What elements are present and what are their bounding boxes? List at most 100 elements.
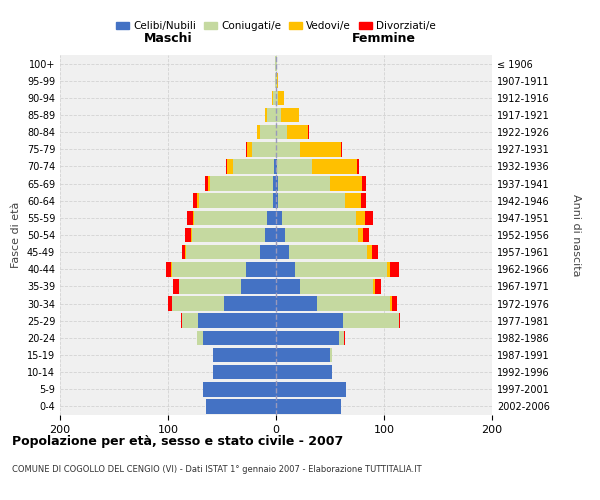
Bar: [192, 228, 265, 242]
Bar: [300, 142, 341, 156]
Bar: [276, 176, 278, 191]
Bar: [247, 142, 252, 156]
Bar: [203, 382, 276, 396]
Bar: [345, 194, 361, 208]
Bar: [399, 314, 400, 328]
Bar: [273, 90, 276, 105]
Bar: [276, 108, 281, 122]
Bar: [193, 210, 194, 225]
Bar: [361, 194, 365, 208]
Bar: [273, 176, 276, 191]
Bar: [341, 142, 342, 156]
Bar: [278, 90, 284, 105]
Bar: [300, 279, 373, 293]
Bar: [289, 245, 367, 260]
Bar: [275, 56, 276, 71]
Bar: [241, 279, 276, 293]
Bar: [187, 245, 260, 260]
Bar: [330, 348, 332, 362]
Bar: [356, 210, 365, 225]
Bar: [227, 159, 233, 174]
Bar: [185, 245, 187, 260]
Bar: [276, 296, 317, 311]
Bar: [276, 56, 277, 71]
Bar: [276, 159, 277, 174]
Bar: [287, 125, 308, 140]
Bar: [276, 382, 346, 396]
Bar: [284, 228, 358, 242]
Bar: [168, 296, 172, 311]
Bar: [268, 108, 276, 122]
Bar: [226, 159, 227, 174]
Bar: [214, 365, 276, 380]
Bar: [365, 210, 373, 225]
Bar: [233, 159, 274, 174]
Bar: [311, 159, 357, 174]
Bar: [208, 176, 210, 191]
Bar: [198, 314, 276, 328]
Bar: [210, 176, 273, 191]
Bar: [276, 142, 300, 156]
Bar: [172, 296, 224, 311]
Bar: [276, 210, 283, 225]
Bar: [275, 74, 276, 88]
Bar: [197, 194, 199, 208]
Legend: Celibi/Nubili, Coniugati/e, Vedovi/e, Divorziati/e: Celibi/Nubili, Coniugati/e, Vedovi/e, Di…: [112, 17, 440, 36]
Bar: [265, 228, 276, 242]
Bar: [276, 90, 278, 105]
Bar: [357, 159, 359, 174]
Bar: [246, 262, 276, 276]
Bar: [191, 228, 192, 242]
Bar: [276, 365, 332, 380]
Bar: [260, 125, 276, 140]
Bar: [387, 262, 391, 276]
Bar: [277, 74, 278, 88]
Bar: [172, 262, 246, 276]
Bar: [295, 262, 387, 276]
Bar: [273, 194, 276, 208]
Bar: [372, 245, 377, 260]
Bar: [358, 228, 364, 242]
Bar: [391, 296, 392, 311]
Bar: [276, 399, 341, 413]
Bar: [185, 228, 191, 242]
Bar: [276, 228, 284, 242]
Bar: [182, 245, 185, 260]
Bar: [276, 194, 278, 208]
Bar: [278, 194, 345, 208]
Bar: [276, 330, 338, 345]
Bar: [206, 399, 276, 413]
Y-axis label: Anni di nascita: Anni di nascita: [571, 194, 581, 276]
Text: Femmine: Femmine: [352, 32, 416, 44]
Bar: [179, 279, 241, 293]
Bar: [373, 279, 376, 293]
Bar: [278, 176, 330, 191]
Bar: [260, 245, 276, 260]
Bar: [181, 314, 182, 328]
Bar: [265, 108, 268, 122]
Bar: [276, 245, 289, 260]
Bar: [277, 159, 311, 174]
Bar: [376, 279, 381, 293]
Bar: [199, 194, 273, 208]
Bar: [257, 125, 260, 140]
Bar: [214, 348, 276, 362]
Bar: [246, 142, 247, 156]
Text: Maschi: Maschi: [143, 32, 193, 44]
Bar: [276, 279, 300, 293]
Bar: [276, 314, 343, 328]
Bar: [338, 330, 344, 345]
Bar: [276, 125, 287, 140]
Bar: [194, 210, 268, 225]
Bar: [171, 262, 172, 276]
Bar: [364, 228, 369, 242]
Bar: [344, 330, 345, 345]
Y-axis label: Fasce di età: Fasce di età: [11, 202, 21, 268]
Bar: [182, 314, 198, 328]
Text: Popolazione per età, sesso e stato civile - 2007: Popolazione per età, sesso e stato civil…: [12, 435, 343, 448]
Bar: [276, 262, 295, 276]
Bar: [391, 262, 399, 276]
Bar: [187, 210, 193, 225]
Bar: [197, 330, 203, 345]
Text: COMUNE DI COGOLLO DEL CENGIO (VI) - Dati ISTAT 1° gennaio 2007 - Elaborazione TU: COMUNE DI COGOLLO DEL CENGIO (VI) - Dati…: [12, 465, 422, 474]
